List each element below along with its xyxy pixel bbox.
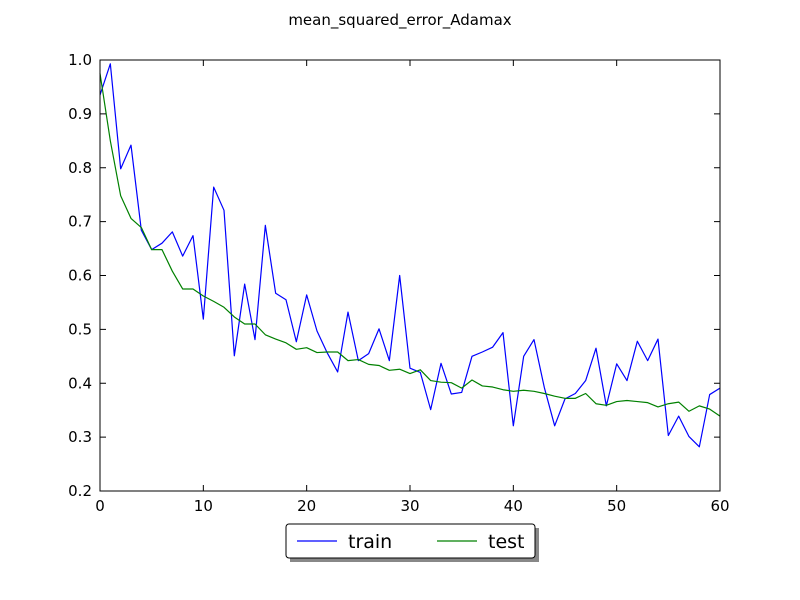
axes-frame xyxy=(99,59,721,492)
plot-lines xyxy=(99,63,721,448)
x-tick-label: 50 xyxy=(607,497,626,515)
y-tick-label: 0.8 xyxy=(68,159,92,177)
x-tick-label: 30 xyxy=(400,497,419,515)
x-tick-label: 60 xyxy=(710,497,729,515)
x-tick-label: 10 xyxy=(194,497,213,515)
y-tick-label: 1.0 xyxy=(68,51,92,69)
legend-box xyxy=(285,523,536,559)
y-axis-ticks: 0.2 0.3 0.4 0.5 0.6 0.7 0.8 0.9 1.0 xyxy=(68,51,720,500)
y-tick-label: 0.5 xyxy=(68,320,92,338)
y-tick-label: 0.9 xyxy=(68,105,92,123)
x-tick-label: 40 xyxy=(504,497,523,515)
legend-label-test: test xyxy=(488,531,525,553)
series-line-test xyxy=(99,73,721,417)
x-tick-label: 0 xyxy=(95,497,105,515)
legend: train test xyxy=(285,523,539,562)
chart-title: mean_squared_error_Adamax xyxy=(288,11,511,30)
x-axis-ticks: 0 10 20 30 40 50 60 xyxy=(95,60,730,515)
legend-label-train: train xyxy=(348,531,392,553)
y-tick-label: 0.6 xyxy=(68,267,92,285)
y-tick-label: 0.2 xyxy=(68,482,92,500)
y-tick-label: 0.7 xyxy=(68,213,92,231)
series-line-train xyxy=(99,63,721,448)
x-tick-label: 20 xyxy=(297,497,316,515)
plot-frame xyxy=(99,59,721,492)
y-tick-label: 0.4 xyxy=(68,374,92,392)
y-tick-label: 0.3 xyxy=(68,428,92,446)
